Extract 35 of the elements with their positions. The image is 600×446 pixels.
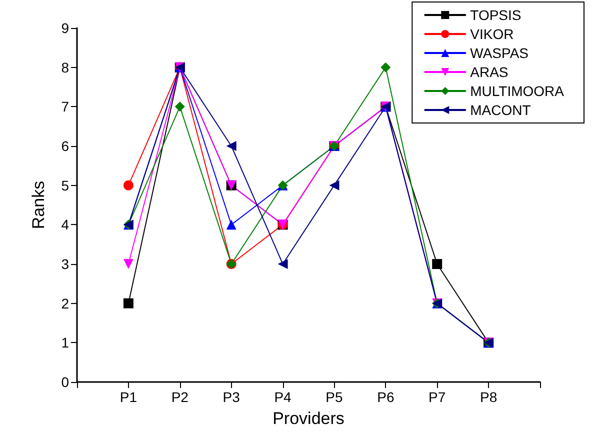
- legend-label: MACONT: [470, 102, 532, 118]
- point: [226, 220, 236, 230]
- y-axis-title: Ranks: [29, 180, 48, 230]
- y-tick-label: 4: [61, 216, 70, 233]
- legend-label: VIKOR: [470, 26, 514, 42]
- point: [278, 259, 288, 269]
- point: [329, 180, 340, 190]
- point: [123, 180, 134, 190]
- x-axis-title: Providers: [272, 409, 344, 428]
- x-tick-label: P5: [326, 389, 343, 405]
- point: [226, 141, 236, 151]
- legend-label: MULTIMOORA: [470, 83, 565, 99]
- x-tick-label: P6: [377, 389, 394, 405]
- point: [123, 298, 134, 308]
- x-tick-label: P7: [428, 389, 446, 405]
- point: [432, 259, 442, 269]
- y-tick-label: 5: [61, 177, 70, 194]
- y-tick-label: 6: [61, 138, 70, 154]
- x-tick-label: P2: [171, 389, 189, 405]
- y-tick-label: 9: [61, 20, 70, 36]
- y-tick-label: 7: [61, 98, 70, 115]
- y-tick-label: 1: [61, 334, 70, 351]
- y-tick-label: 8: [61, 59, 70, 76]
- y-tick-label: 0: [61, 374, 70, 390]
- y-tick-label: 3: [61, 256, 70, 272]
- y-tick-label: 2: [61, 295, 70, 312]
- x-tick-label: P1: [120, 389, 138, 405]
- x-tick-label: P4: [274, 389, 292, 405]
- legend-label: ARAS: [470, 64, 508, 80]
- point: [174, 102, 185, 112]
- legend-label: WASPAS: [470, 45, 529, 61]
- legend-label: TOPSIS: [470, 7, 522, 23]
- x-tick-label: P3: [222, 389, 240, 405]
- point: [380, 62, 391, 72]
- x-tick-label: P8: [480, 389, 498, 405]
